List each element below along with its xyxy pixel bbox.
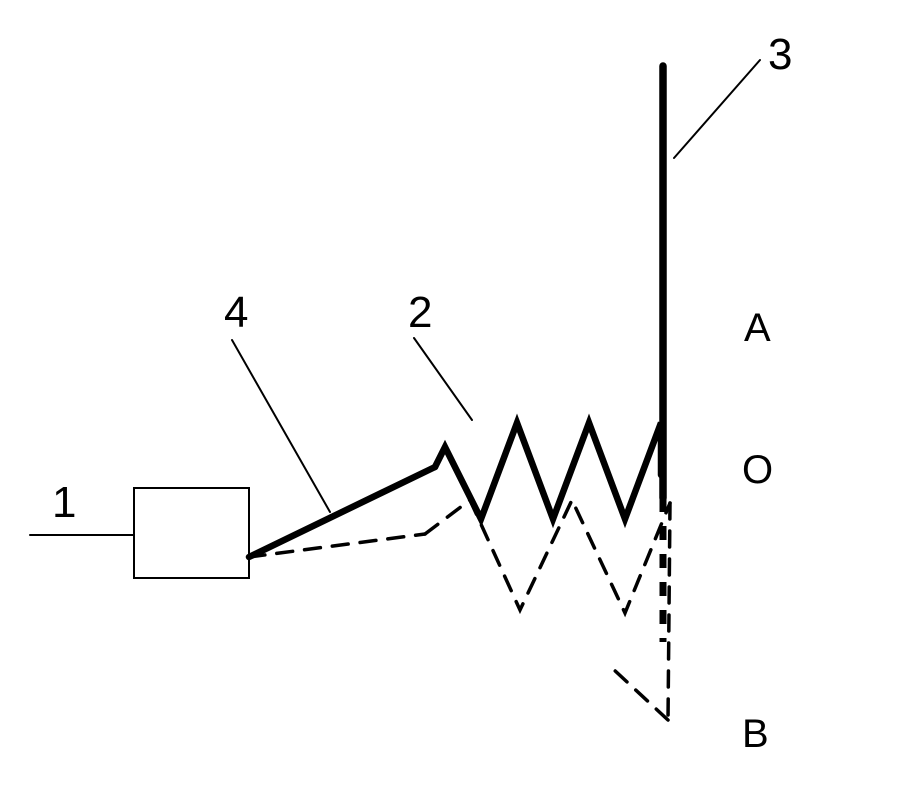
label-1: 1 — [52, 478, 76, 528]
label-2: 2 — [408, 288, 432, 338]
diagram-svg — [0, 0, 902, 799]
label-3: 3 — [768, 30, 792, 80]
diagram-canvas: 1 2 3 4 A O B — [0, 0, 902, 799]
label-A: A — [744, 306, 771, 351]
label-4: 4 — [224, 288, 248, 338]
label-O: O — [742, 448, 773, 493]
label-B: B — [742, 712, 769, 757]
